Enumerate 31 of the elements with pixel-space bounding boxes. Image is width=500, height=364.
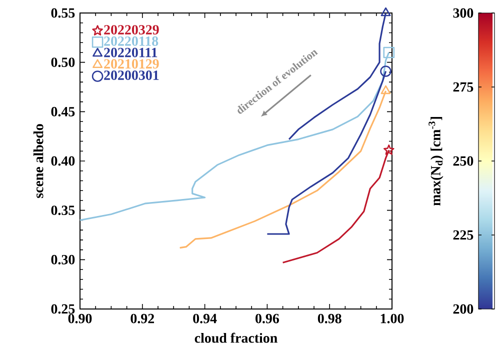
legend-label: 20210129 (104, 59, 159, 69)
x-tick-label: 0.98 (318, 314, 342, 324)
x-tick-label: 0.90 (68, 314, 92, 324)
y-tick-label: 0.35 (51, 206, 75, 216)
legend-label: 20200301 (104, 70, 159, 80)
legend-label: 20220111 (104, 48, 158, 58)
x-tick-label: 0.92 (130, 314, 154, 324)
legend-label: 20220118 (104, 36, 158, 46)
y-tick-label: 0.25 (51, 304, 75, 314)
point (380, 66, 392, 77)
x-tick-label: 0.94 (193, 314, 217, 324)
y-tick-label: 0.50 (51, 58, 75, 68)
point (383, 144, 394, 155)
y-axis-title: scene albedo (33, 124, 44, 198)
point (380, 85, 391, 94)
color-bar-label: 250 (453, 156, 474, 166)
y-tick-label: 0.40 (51, 156, 75, 166)
legend-label: 20220329 (104, 25, 159, 34)
color-bar-label: 275 (453, 82, 474, 92)
x-tick-label: 0.96 (256, 314, 279, 324)
color-bar-label: 300 (453, 8, 474, 18)
y-tick-label: 0.30 (51, 254, 75, 264)
color-bar-title: max(N$_{d}$) [cm$^{-3}$] (428, 117, 444, 206)
point (380, 7, 391, 16)
x-axis-title: cloud fraction (194, 332, 278, 343)
x-tick-label: 1.00 (380, 314, 404, 324)
color-bar-label: 225 (453, 230, 474, 240)
point (383, 46, 395, 58)
y-tick-label: 0.55 (51, 8, 75, 18)
color-bar-label: 200 (453, 304, 474, 314)
y-tick-label: 0.45 (51, 106, 75, 116)
